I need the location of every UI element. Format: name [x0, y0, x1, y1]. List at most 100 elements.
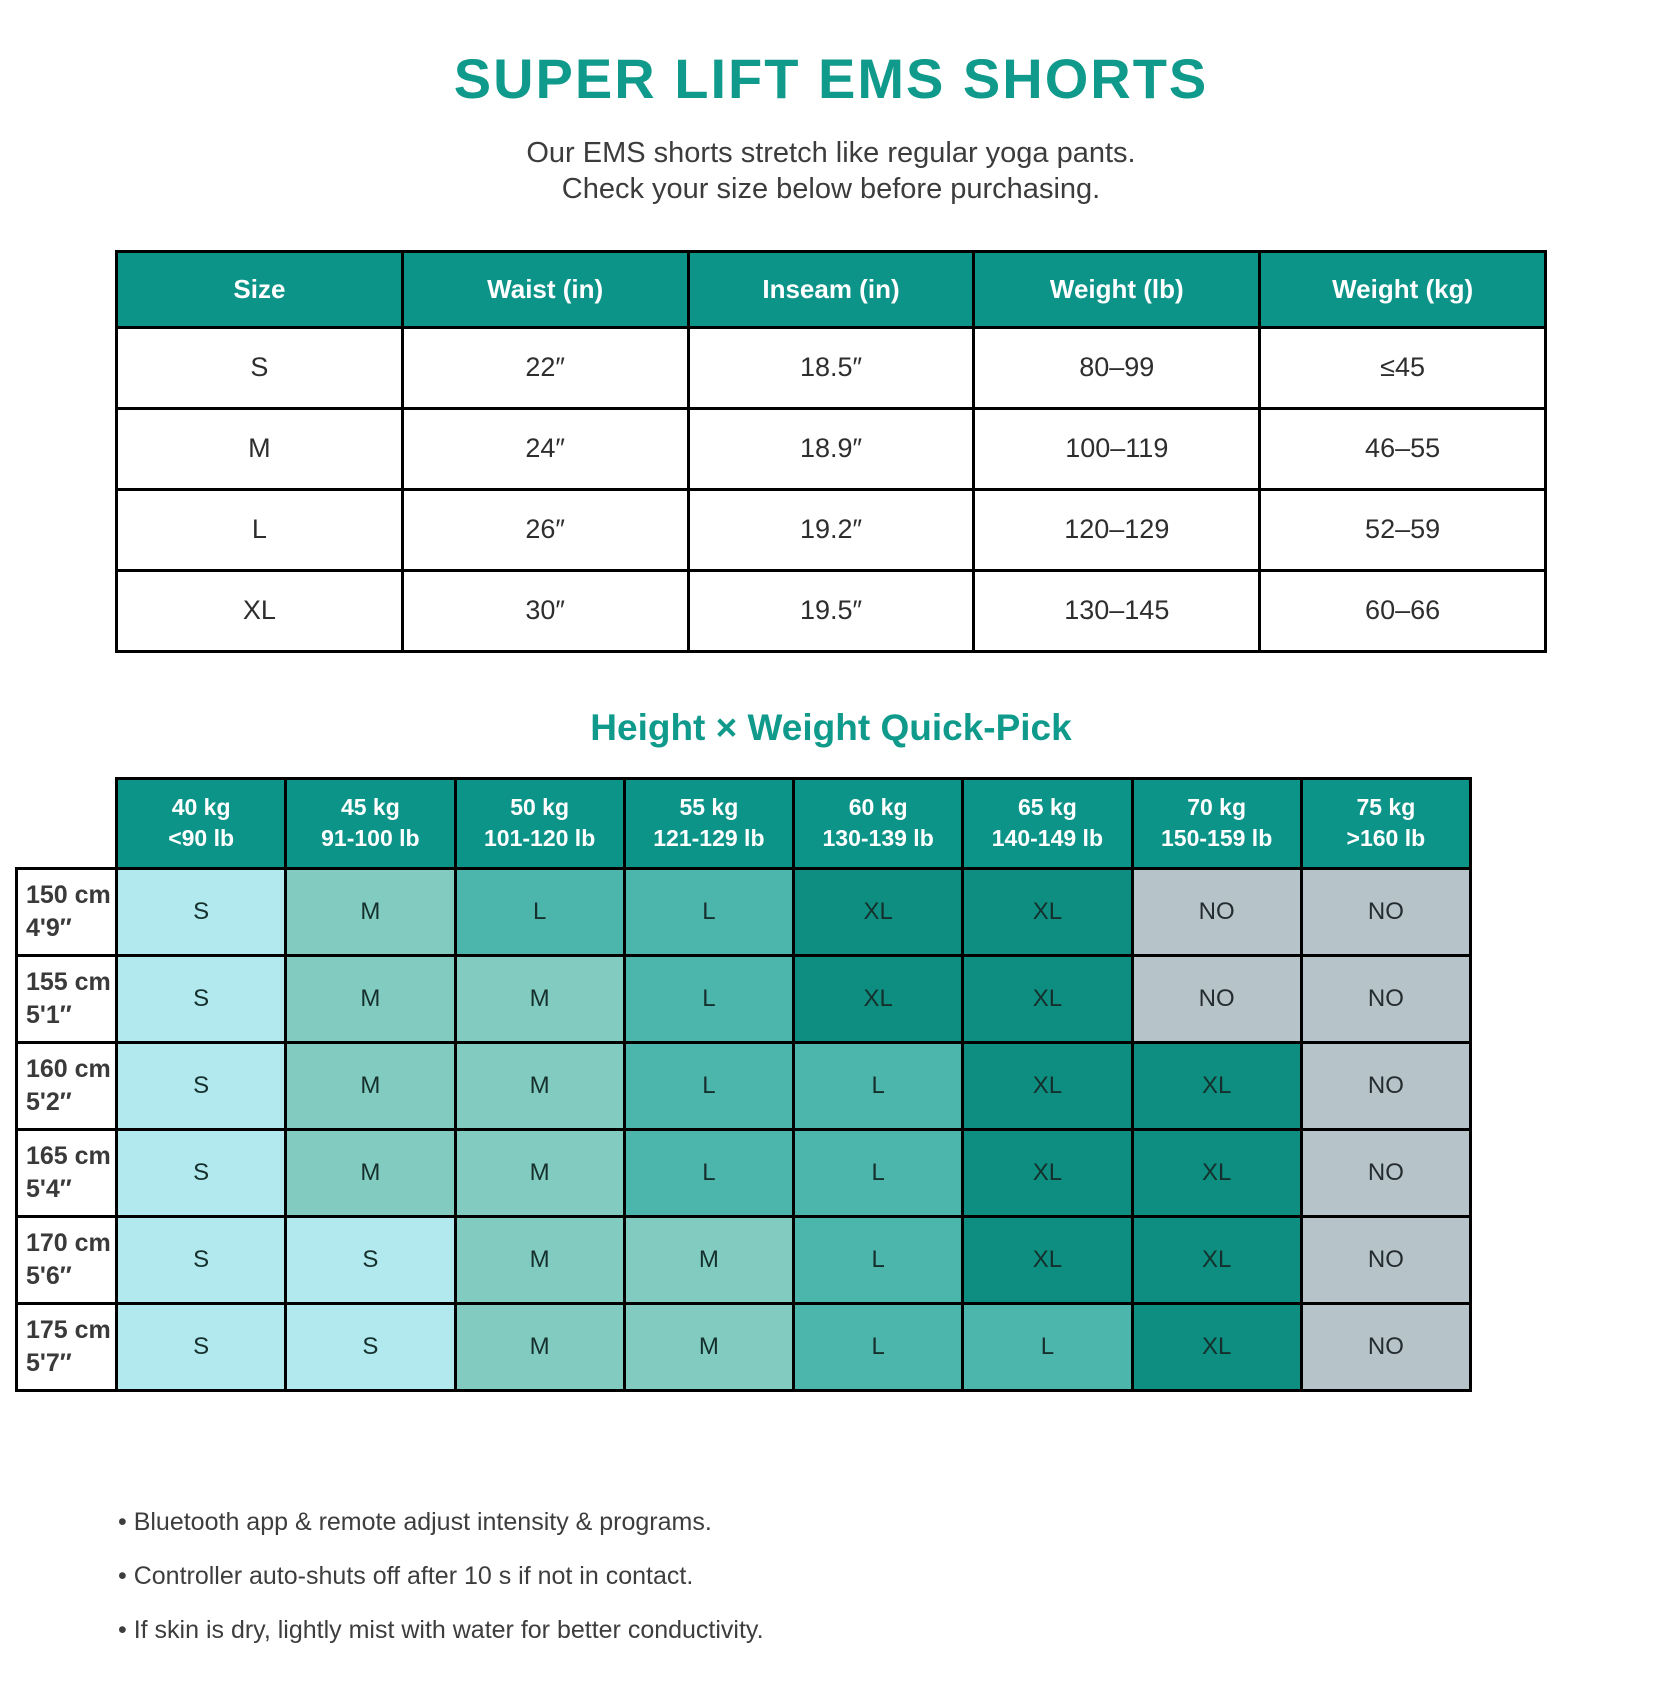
size-table-header-waist: Waist (in) [400, 249, 690, 329]
weight-kg-cell: 52–59 [1258, 487, 1547, 572]
quickpick-row: 160 cm 5'2″ S M M L L XL XL NO [15, 1040, 1473, 1131]
size-table-header-weight-lb: Weight (lb) [972, 249, 1262, 329]
quickpick-table: 40 kg <90 lb 45 kg 91-100 lb 50 kg 101-120 … [15, 776, 1473, 1392]
quickpick-col-header: 60 kg 130-139 lb [791, 776, 965, 870]
quickpick-row-header: 175 cm 5'7″ [15, 1301, 118, 1392]
quickpick-cell: S [114, 1214, 288, 1305]
size-cell: XL [115, 568, 404, 653]
quickpick-col-header: 70 kg 150-159 lb [1130, 776, 1303, 870]
quickpick-cell: M [453, 1214, 626, 1305]
quickpick-cell: M [284, 1040, 457, 1131]
size-table-header-weight-kg: Weight (kg) [1258, 249, 1547, 329]
quickpick-cell: L [622, 866, 796, 957]
quickpick-cell: XL [1130, 1301, 1303, 1392]
weight-kg-cell: ≤45 [1258, 325, 1547, 410]
table-row: XL 30″ 19.5″ 130–145 60–66 [115, 568, 1547, 653]
quickpick-row-header: 160 cm 5'2″ [15, 1040, 118, 1131]
size-table: Size Waist (in) Inseam (in) Weight (lb) … [115, 249, 1547, 653]
notes-list: Bluetooth app & remote adjust intensity … [118, 1508, 1662, 1645]
note-auto-shutoff: Controller auto-shuts off after 10 s if … [118, 1562, 1662, 1591]
table-row: M 24″ 18.9″ 100–119 46–55 [115, 406, 1547, 491]
size-table-header-inseam: Inseam (in) [686, 249, 976, 329]
quickpick-cell: M [284, 953, 457, 1044]
quickpick-cell: M [284, 866, 457, 957]
quickpick-cell: M [453, 1127, 626, 1218]
page-title: SUPER LIFT EMS SHORTS [453, 47, 1209, 110]
inseam-cell: 18.9″ [686, 406, 976, 491]
quickpick-row-header: 150 cm 4'9″ [15, 866, 118, 957]
note-bluetooth: Bluetooth app & remote adjust intensity … [118, 1508, 1662, 1537]
quickpick-cell: NO [1299, 1301, 1473, 1392]
inseam-cell: 18.5″ [686, 325, 976, 410]
waist-cell: 22″ [400, 325, 690, 410]
weight-lb-cell: 100–119 [972, 406, 1262, 491]
page-subtitle: Our EMS shorts stretch like regular yoga… [0, 135, 1662, 208]
size-cell: M [115, 406, 404, 491]
size-table-header-size: Size [115, 249, 404, 329]
quickpick-cell: M [622, 1301, 796, 1392]
weight-lb-cell: 120–129 [972, 487, 1262, 572]
quickpick-cell: XL [1130, 1127, 1303, 1218]
quickpick-row-header: 155 cm 5'1″ [15, 953, 118, 1044]
quickpick-cell: XL [961, 953, 1134, 1044]
quickpick-cell: L [791, 1127, 965, 1218]
subtitle-line-1: Our EMS shorts stretch like regular yoga… [526, 137, 1136, 169]
quickpick-cell: M [622, 1214, 796, 1305]
quickpick-cell: XL [961, 866, 1134, 957]
quickpick-corner [16, 778, 117, 868]
size-cell: S [115, 325, 404, 410]
size-cell: L [115, 487, 404, 572]
quickpick-cell: S [284, 1301, 457, 1392]
quickpick-cell: XL [1130, 1040, 1303, 1131]
quickpick-cell: XL [791, 953, 965, 1044]
quickpick-cell: S [114, 953, 288, 1044]
quickpick-cell: M [453, 953, 626, 1044]
quickpick-col-header: 65 kg 140-149 lb [961, 776, 1134, 870]
quickpick-cell: XL [961, 1127, 1134, 1218]
quickpick-cell: S [114, 1040, 288, 1131]
quickpick-col-header: 50 kg 101-120 lb [453, 776, 626, 870]
quickpick-heading: Height × Weight Quick-Pick [590, 706, 1072, 748]
weight-lb-cell: 80–99 [972, 325, 1262, 410]
quickpick-cell: L [961, 1301, 1134, 1392]
waist-cell: 26″ [400, 487, 690, 572]
weight-kg-cell: 46–55 [1258, 406, 1547, 491]
quickpick-cell: XL [1130, 1214, 1303, 1305]
inseam-cell: 19.2″ [686, 487, 976, 572]
quickpick-cell: L [791, 1214, 965, 1305]
quickpick-cell: L [622, 1127, 796, 1218]
waist-cell: 24″ [400, 406, 690, 491]
quickpick-header-row: 40 kg <90 lb 45 kg 91-100 lb 50 kg 101-120 … [16, 776, 1473, 870]
table-row: L 26″ 19.2″ 120–129 52–59 [115, 487, 1547, 572]
quickpick-row-header: 165 cm 5'4″ [15, 1127, 118, 1218]
quickpick-cell: S [114, 866, 288, 957]
quickpick-row-header: 170 cm 5'6″ [15, 1214, 118, 1305]
quickpick-cell: XL [791, 866, 965, 957]
quickpick-cell: NO [1299, 1040, 1473, 1131]
size-table-header-row: Size Waist (in) Inseam (in) Weight (lb) … [115, 249, 1547, 329]
subtitle-line-2: Check your size below before purchasing. [561, 173, 1101, 206]
quickpick-cell: S [284, 1214, 457, 1305]
quickpick-cell: NO [1130, 953, 1303, 1044]
weight-lb-cell: 130–145 [972, 568, 1262, 653]
quickpick-col-header: 75 kg >160 lb [1299, 776, 1473, 870]
quickpick-cell: L [791, 1301, 965, 1392]
table-row: S 22″ 18.5″ 80–99 ≤45 [115, 325, 1547, 410]
quickpick-cell: NO [1299, 1214, 1473, 1305]
quickpick-col-header: 40 kg <90 lb [114, 776, 288, 870]
quickpick-cell: S [114, 1301, 288, 1392]
quickpick-cell: M [284, 1127, 457, 1218]
quickpick-row: 165 cm 5'4″ S M M L L XL XL NO [15, 1127, 1473, 1218]
waist-cell: 30″ [400, 568, 690, 653]
quickpick-col-header: 55 kg 121-129 lb [622, 776, 796, 870]
quickpick-col-header: 45 kg 91-100 lb [284, 776, 457, 870]
quickpick-cell: L [622, 953, 796, 1044]
inseam-cell: 19.5″ [686, 568, 976, 653]
quickpick-row: 150 cm 4'9″ S M L L XL XL NO NO [15, 866, 1473, 957]
quickpick-cell: M [453, 1301, 626, 1392]
quickpick-cell: NO [1130, 866, 1303, 957]
quickpick-row: 155 cm 5'1″ S M M L XL XL NO NO [15, 953, 1473, 1044]
quickpick-row: 170 cm 5'6″ S S M M L XL XL NO [15, 1214, 1473, 1305]
quickpick-cell: NO [1299, 866, 1473, 957]
quickpick-cell: L [791, 1040, 965, 1131]
